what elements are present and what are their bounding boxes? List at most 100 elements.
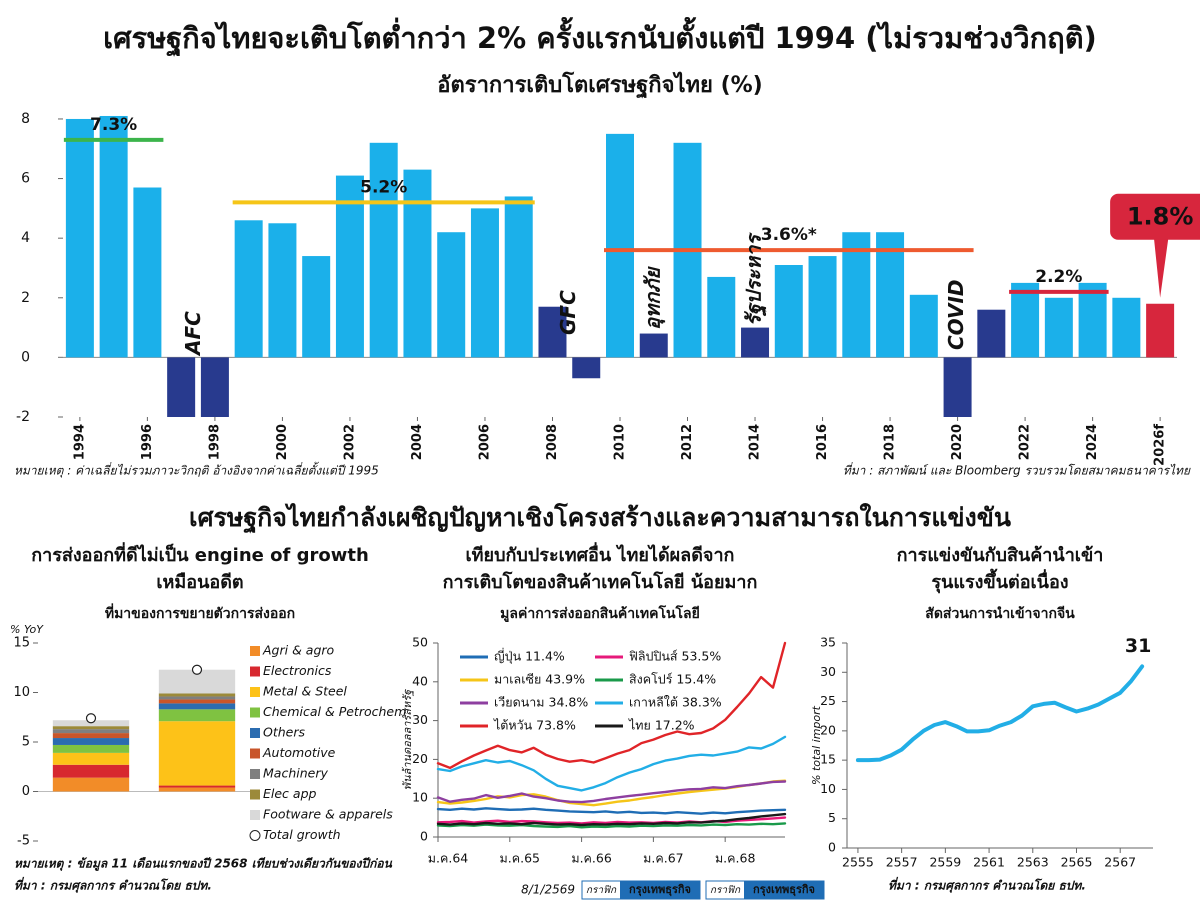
legend-swatch	[250, 810, 260, 820]
bar	[842, 232, 871, 358]
bar-segment	[52, 738, 130, 745]
bar	[437, 232, 466, 358]
bar-segment	[158, 669, 236, 694]
y-tick-label: 40	[412, 673, 428, 688]
average-label: 3.6%*	[761, 225, 817, 245]
value-label: 1.8%	[1127, 203, 1194, 231]
y-tick-label: 10	[13, 685, 30, 700]
legend-label: Total growth	[263, 827, 341, 842]
y-tick-label: 0	[22, 784, 30, 799]
x-tick-label: 2024	[1085, 424, 1100, 460]
y-tick-label: -5	[17, 834, 30, 849]
x-tick-label: 2559	[929, 855, 961, 870]
bar	[1078, 282, 1107, 358]
value-label: 31	[1125, 635, 1151, 657]
chart-source: ที่มา : กรมศุลกากร คำนวณโดย ธปท.	[888, 877, 1086, 894]
data-line	[436, 816, 787, 825]
y-axis-label: % total import	[810, 705, 823, 785]
y-tick-label: 0	[420, 829, 428, 844]
bar-segment	[52, 777, 130, 792]
bar	[741, 327, 770, 358]
event-label: AFC	[181, 311, 205, 357]
legend-label: Footware & apparels	[263, 807, 393, 822]
legend-label: Electronics	[263, 663, 332, 678]
callout-bubble	[1110, 193, 1200, 298]
bar	[572, 357, 601, 379]
bar	[876, 232, 905, 358]
bar-segment	[158, 693, 236, 697]
bar	[234, 220, 263, 358]
legend-label: Automotive	[262, 745, 336, 760]
bar	[977, 309, 1006, 358]
x-tick-label: 2555	[842, 855, 874, 870]
bar	[943, 357, 972, 417]
bar	[639, 333, 668, 358]
x-tick-label: 2006	[477, 424, 492, 460]
x-tick-label: 2563	[1017, 855, 1049, 870]
chart-title: การเติบโตของสินค้าเทคโนโลยี น้อยมาก	[443, 571, 758, 593]
bar	[403, 169, 432, 358]
y-tick-label: 6	[21, 171, 30, 187]
y-tick-label: 8	[21, 111, 30, 127]
credit-box	[620, 881, 700, 899]
x-tick-label: 2557	[886, 855, 918, 870]
legend-swatch	[250, 789, 260, 800]
x-tick-label: 2567	[1104, 855, 1136, 870]
bar-segment	[52, 729, 130, 734]
chart-title: การส่งออกที่ดีไม่เป็น engine of growth	[31, 542, 369, 566]
chart-title: เหมือนอดีต	[156, 572, 243, 593]
bar	[909, 294, 938, 358]
legend-label: เวียดนาม 34.8%	[494, 695, 588, 710]
y-tick-label: 0	[828, 840, 836, 855]
bar	[167, 357, 196, 417]
chart-title: รุนแรงขึ้นต่อเนื่อง	[931, 568, 1068, 594]
y-tick-label: -2	[16, 409, 30, 425]
event-label: COVID	[944, 280, 968, 351]
legend-swatch	[250, 666, 260, 677]
legend-swatch	[250, 707, 260, 718]
y-tick-label: 30	[412, 712, 428, 727]
legend-label: สิงคโปร์ 15.4%	[629, 672, 716, 687]
legend-label: ญี่ปุ่น 11.4%	[494, 648, 565, 665]
legend-label: Agri & agro	[262, 643, 335, 658]
legend-swatch	[250, 769, 260, 779]
x-tick-label: 2022	[1018, 424, 1033, 460]
legend-label: Chemical & Petrochem	[263, 704, 406, 719]
y-tick-label: 15	[13, 636, 30, 651]
y-tick-label: 25	[820, 693, 836, 708]
x-tick-label: 2018	[883, 424, 898, 460]
legend-swatch	[250, 687, 260, 697]
x-tick-label: 2565	[1061, 855, 1093, 870]
y-tick-label: 10	[412, 790, 428, 805]
legend-label: ไทย 17.2%	[628, 718, 695, 733]
bar-segment	[52, 726, 130, 730]
legend-label: มาเลเซีย 43.9%	[494, 672, 585, 687]
total-marker	[191, 664, 203, 675]
y-tick-label: 5	[22, 735, 30, 750]
x-tick-label: ม.ค.64	[428, 851, 469, 866]
x-tick-label: 2561	[973, 855, 1005, 870]
legend-label: Metal & Steel	[263, 684, 347, 699]
bar	[707, 276, 736, 358]
x-tick-label: 2008	[545, 424, 560, 460]
event-label: GFC	[556, 290, 580, 335]
x-tick-label: ม.ค.65	[500, 851, 540, 866]
bar	[65, 118, 94, 358]
bar	[268, 223, 297, 358]
bar-segment	[158, 787, 236, 792]
x-tick-label: 2004	[410, 424, 425, 460]
x-tick-label: 2012	[680, 424, 695, 460]
chart-subtitle: อัตราการเติบโตเศรษฐกิจไทย (%)	[437, 71, 762, 99]
bar	[200, 357, 229, 417]
x-tick-label: 2016	[815, 424, 830, 460]
bar	[808, 256, 837, 358]
chart-subtitle: สัดส่วนการนำเข้าจากจีน	[925, 606, 1075, 622]
average-label: 5.2%	[360, 177, 407, 197]
legend-label: ไต้หวัน 73.8%	[493, 718, 576, 733]
legend-label: ฟิลิปปินส์ 53.5%	[629, 649, 721, 664]
bar	[538, 306, 567, 358]
event-label: อุทกภัย	[640, 266, 665, 330]
chart-note: หมายเหตุ : ข้อมูล 11 เดือนแรกของปี 2568 …	[14, 857, 393, 872]
legend-swatch	[250, 646, 260, 656]
